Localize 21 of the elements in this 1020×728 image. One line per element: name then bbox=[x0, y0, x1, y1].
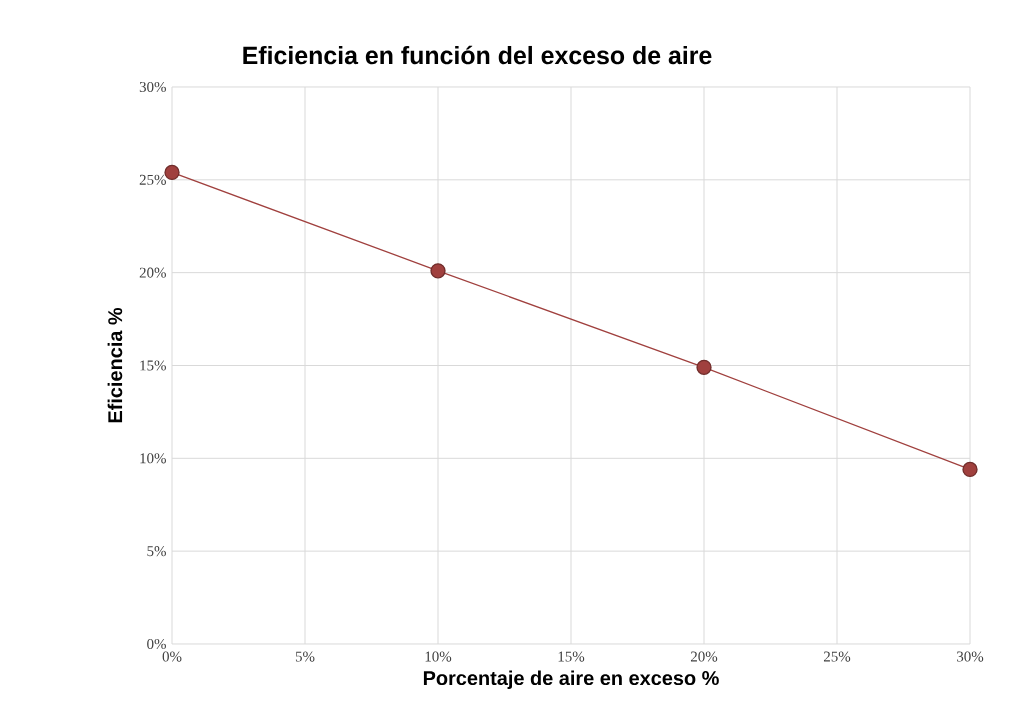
y-tick-label: 15% bbox=[140, 360, 166, 371]
x-tick-label: 0% bbox=[162, 651, 182, 662]
y-tick-label: 5% bbox=[147, 546, 166, 557]
y-tick-label: 10% bbox=[140, 453, 166, 464]
y-tick-label: 30% bbox=[139, 81, 166, 93]
x-axis-title: Porcentaje de aire en exceso % bbox=[423, 670, 719, 690]
point bbox=[430, 263, 446, 279]
x-tick-label: 30% bbox=[957, 651, 984, 662]
point bbox=[962, 461, 978, 478]
point bbox=[696, 359, 712, 375]
y-tick-label: 20% bbox=[139, 267, 166, 278]
x-tick-label: 20% bbox=[690, 651, 718, 662]
y-tick-label: 0% bbox=[147, 638, 166, 650]
chart-title: Eficiencia en función del exceso de aire bbox=[243, 45, 712, 65]
y-tick-label: 25% bbox=[139, 174, 166, 185]
x-tick-label: 10% bbox=[425, 651, 452, 662]
x-tick-label: 5% bbox=[295, 651, 315, 662]
x-tick-label: 15% bbox=[558, 651, 585, 662]
x-tick-label: 25% bbox=[823, 651, 851, 662]
y-axis-title: Eficiencia % bbox=[107, 307, 123, 423]
point bbox=[164, 164, 180, 181]
